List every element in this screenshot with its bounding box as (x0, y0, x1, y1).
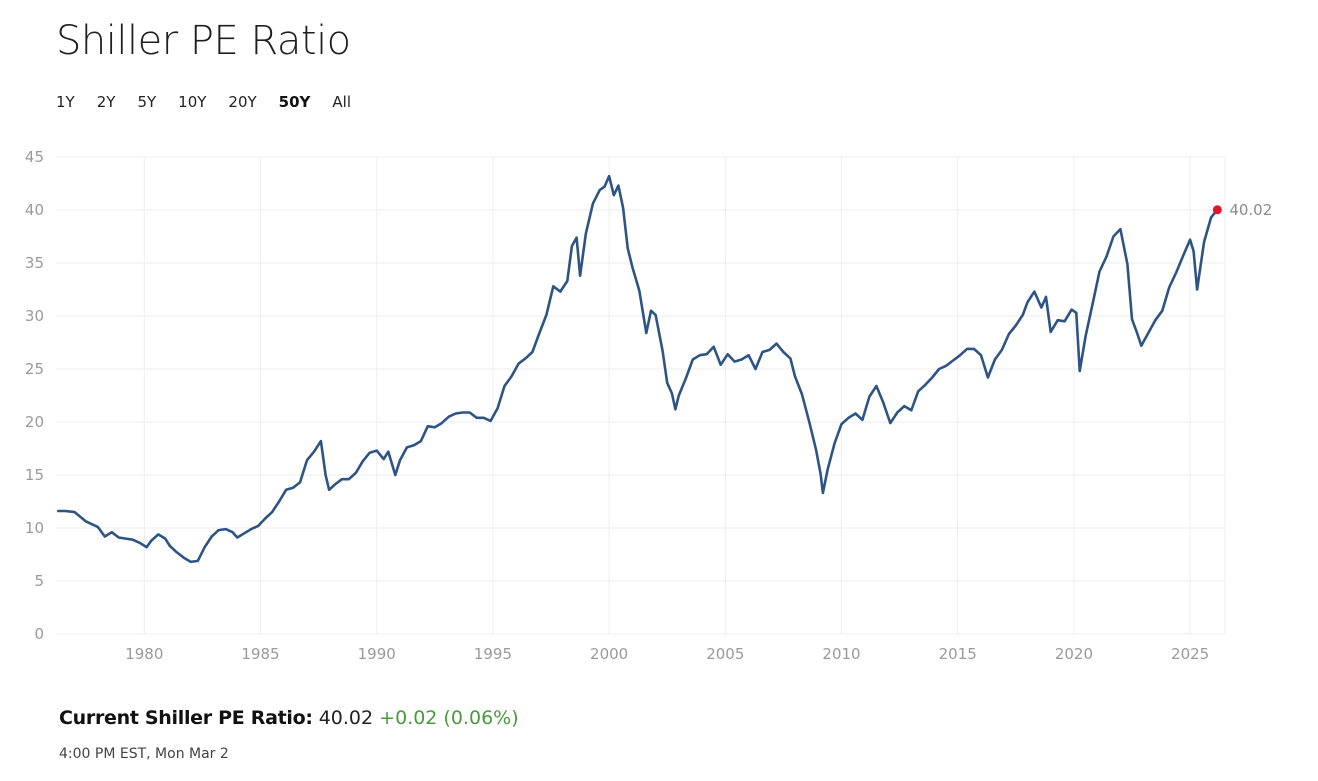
range-20y-button[interactable]: 20Y (228, 93, 257, 111)
timestamp: 4:00 PM EST, Mon Mar 2 (59, 746, 229, 762)
last-point-marker (1212, 205, 1222, 215)
y-tick-label: 0 (34, 625, 44, 643)
x-tick-label: 2000 (590, 645, 628, 663)
range-2y-button[interactable]: 2Y (96, 93, 116, 111)
range-5y-button[interactable]: 5Y (137, 93, 157, 111)
y-tick-label: 35 (25, 254, 44, 272)
range-10y-button[interactable]: 10Y (178, 93, 207, 111)
y-tick-label: 5 (34, 572, 44, 590)
y-tick-label: 10 (25, 519, 44, 537)
x-tick-label: 1990 (358, 645, 396, 663)
current-change: +0.02 (0.06%) (379, 707, 519, 729)
range-50y-button[interactable]: 50Y (278, 93, 311, 111)
x-tick-label: 2020 (1055, 645, 1093, 663)
y-tick-label: 40 (25, 201, 44, 219)
range-1y-button[interactable]: 1Y (56, 93, 75, 111)
pe-ratio-line (57, 174, 1219, 564)
current-value-summary: Current Shiller PE Ratio: 40.02 +0.02 (0… (59, 707, 519, 729)
y-tick-label: 25 (25, 360, 44, 378)
range-selector: 1Y 2Y 5Y 10Y 20Y 50Y All (56, 92, 373, 112)
x-tick-label: 1980 (125, 645, 163, 663)
last-point-label: 40.02 (1229, 201, 1272, 219)
x-tick-label: 1985 (241, 645, 279, 663)
x-tick-label: 2005 (706, 645, 744, 663)
y-tick-label: 30 (25, 307, 44, 325)
y-tick-label: 20 (25, 413, 44, 431)
y-tick-label: 45 (25, 148, 44, 166)
current-value: 40.02 (318, 707, 374, 729)
range-all-button[interactable]: All (332, 93, 352, 111)
x-tick-label: 2025 (1171, 645, 1209, 663)
x-tick-label: 2015 (939, 645, 977, 663)
y-tick-label: 15 (25, 466, 44, 484)
current-value-label: Current Shiller PE Ratio: (59, 707, 313, 729)
x-tick-label: 1995 (474, 645, 512, 663)
x-tick-label: 2010 (822, 645, 860, 663)
page-title: Shiller PE Ratio (56, 18, 351, 64)
